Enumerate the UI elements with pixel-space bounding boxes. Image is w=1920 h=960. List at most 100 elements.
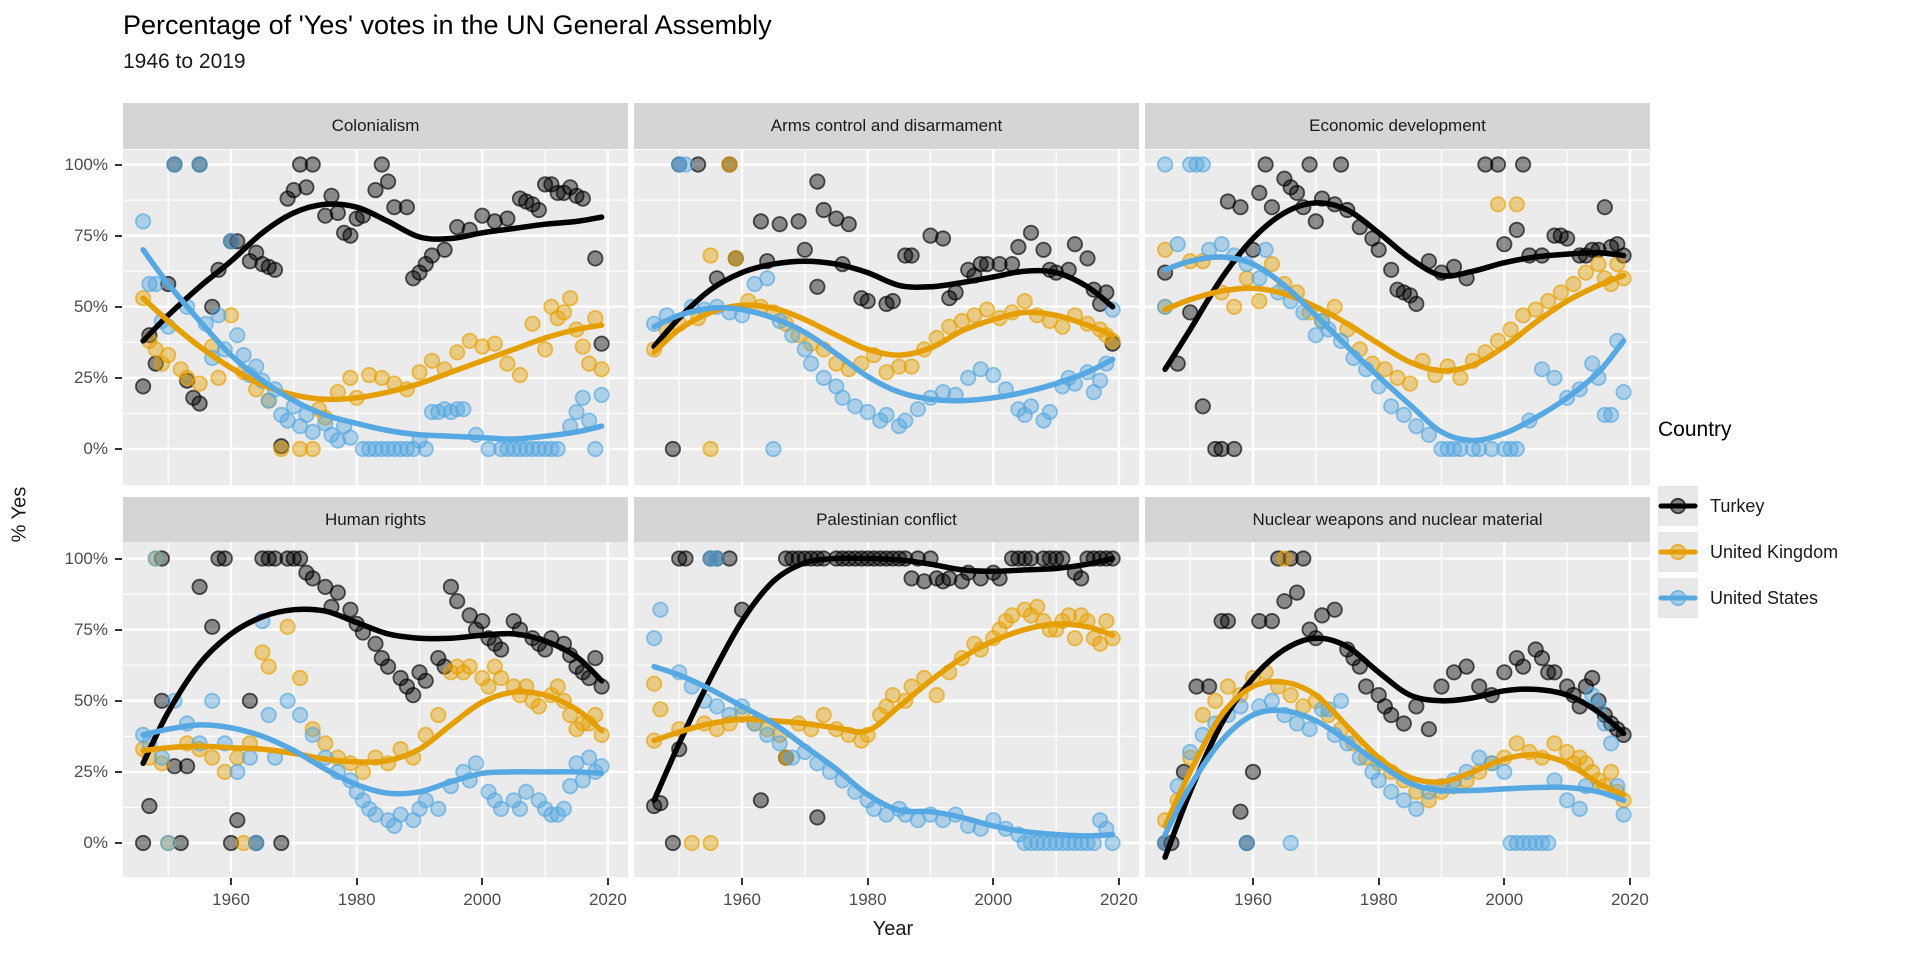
x-tick-label: 2020 [588, 890, 627, 909]
x-tick-mark [1628, 878, 1631, 885]
points-turkey [135, 156, 610, 455]
x-tick-mark [1252, 878, 1255, 885]
facet-plot [1145, 542, 1650, 877]
y-tick-label: 0% [83, 439, 108, 458]
y-tick-mark [115, 234, 122, 237]
facet-strip: Nuclear weapons and nuclear material [1145, 497, 1650, 543]
legend-key-glyph [1658, 543, 1698, 561]
y-tick-mark [115, 163, 122, 166]
legend-item-united-states: United States [1658, 578, 1818, 618]
y-tick-label: 50% [73, 690, 108, 710]
x-tick-mark [481, 878, 484, 885]
legend-item-united-kingdom: United Kingdom [1658, 532, 1838, 572]
facet-plot [634, 150, 1139, 485]
points-united-kingdom [135, 290, 610, 458]
chart-subtitle: 1946 to 2019 [123, 50, 246, 73]
x-axis-title: Year [872, 918, 914, 940]
legend-title: Country [1658, 418, 1732, 441]
y-tick-label: 100% [64, 548, 108, 568]
x-tick-mark [230, 878, 233, 885]
facet-strip: Economic development [1145, 103, 1650, 149]
trend-line-united-states [1162, 707, 1627, 838]
y-tick-mark [115, 305, 122, 308]
legend-key [1658, 532, 1698, 572]
x-tick-label: 2020 [1099, 890, 1138, 909]
y-tick-label: 50% [73, 296, 108, 316]
trend-line-united-states [651, 305, 1116, 404]
facet-panel-3 [1145, 150, 1650, 485]
x-tick-mark [1117, 878, 1120, 885]
trend-line-united-kingdom [651, 621, 1116, 744]
x-tick-mark [1377, 878, 1380, 885]
facet-strip: Human rights [123, 497, 628, 543]
x-tick-label: 1960 [212, 890, 250, 909]
trend-line-turkey [140, 606, 605, 767]
y-tick-label: 25% [73, 761, 108, 781]
x-tick-label: 1980 [337, 890, 376, 909]
facet-panel-1 [123, 150, 628, 485]
points-turkey [135, 550, 610, 852]
legend: Country Turkey United Kingdom United State… [1658, 418, 1918, 624]
facet-plot [123, 542, 628, 877]
y-tick-label: 25% [73, 367, 108, 387]
legend-key-glyph [1658, 589, 1698, 607]
x-tick-mark [1503, 878, 1506, 885]
facet-plot [1145, 150, 1650, 485]
legend-item-turkey: Turkey [1658, 486, 1764, 526]
facet-panel-6 [1145, 542, 1650, 877]
trend-line-united-kingdom [140, 295, 605, 403]
x-tick-label: 2000 [1485, 890, 1524, 909]
facet-panel-2 [634, 150, 1139, 485]
y-tick-label: 75% [73, 225, 108, 245]
legend-items: Turkey United Kingdom United States [1658, 442, 1918, 624]
x-tick-mark [992, 878, 995, 885]
x-tick-mark [741, 878, 744, 885]
x-tick-label: 1980 [1359, 890, 1398, 909]
y-tick-mark [115, 699, 122, 702]
legend-item-label: Turkey [1710, 495, 1765, 516]
x-tick-label: 1980 [848, 890, 887, 909]
x-tick-label: 2000 [974, 890, 1013, 909]
trend-line-united-kingdom [1162, 272, 1627, 374]
trend-line-turkey [140, 201, 605, 344]
legend-key-glyph [1658, 497, 1698, 515]
trend-line-united-states [140, 247, 605, 442]
points-united-kingdom [135, 550, 610, 852]
x-tick-mark [355, 878, 358, 885]
facet-strip: Palestinian conflict [634, 497, 1139, 543]
trend-line-turkey [1162, 635, 1627, 860]
x-tick-label: 1960 [1234, 890, 1272, 909]
y-tick-mark [115, 628, 122, 631]
y-tick-mark [115, 770, 122, 773]
legend-key [1658, 486, 1698, 526]
chart-title: Percentage of 'Yes' votes in the UN Gene… [123, 10, 772, 40]
trend-line-united-kingdom [140, 688, 605, 765]
points-united-states [646, 156, 1121, 458]
trend-line-united-states [1162, 254, 1627, 444]
legend-key [1658, 578, 1698, 618]
legend-item-label: United Kingdom [1710, 541, 1839, 562]
y-tick-mark [115, 557, 122, 560]
x-tick-mark [866, 878, 869, 885]
x-tick-label: 2020 [1610, 890, 1649, 909]
facet-panel-5 [634, 542, 1139, 877]
trend-line-united-states [651, 663, 1116, 839]
y-axis-title: % Yes [8, 486, 31, 543]
x-tick-label: 1960 [723, 890, 761, 909]
facet-plot [634, 542, 1139, 877]
y-tick-label: 75% [73, 619, 108, 639]
x-tick-label: 2000 [463, 890, 502, 909]
y-tick-mark [115, 842, 122, 844]
facet-strip: Arms control and disarmament [634, 103, 1139, 149]
y-tick-mark [115, 376, 122, 379]
y-tick-label: 100% [64, 154, 108, 174]
trend-line-turkey [651, 258, 1116, 350]
x-tick-mark [606, 878, 609, 885]
y-tick-label: 0% [83, 833, 108, 852]
facet-plot [123, 150, 628, 485]
trend-line-united-states [140, 722, 605, 797]
trend-line-turkey [651, 555, 1116, 804]
legend-item-label: United States [1710, 587, 1819, 608]
facet-panel-4 [123, 542, 628, 877]
y-tick-mark [115, 448, 122, 450]
